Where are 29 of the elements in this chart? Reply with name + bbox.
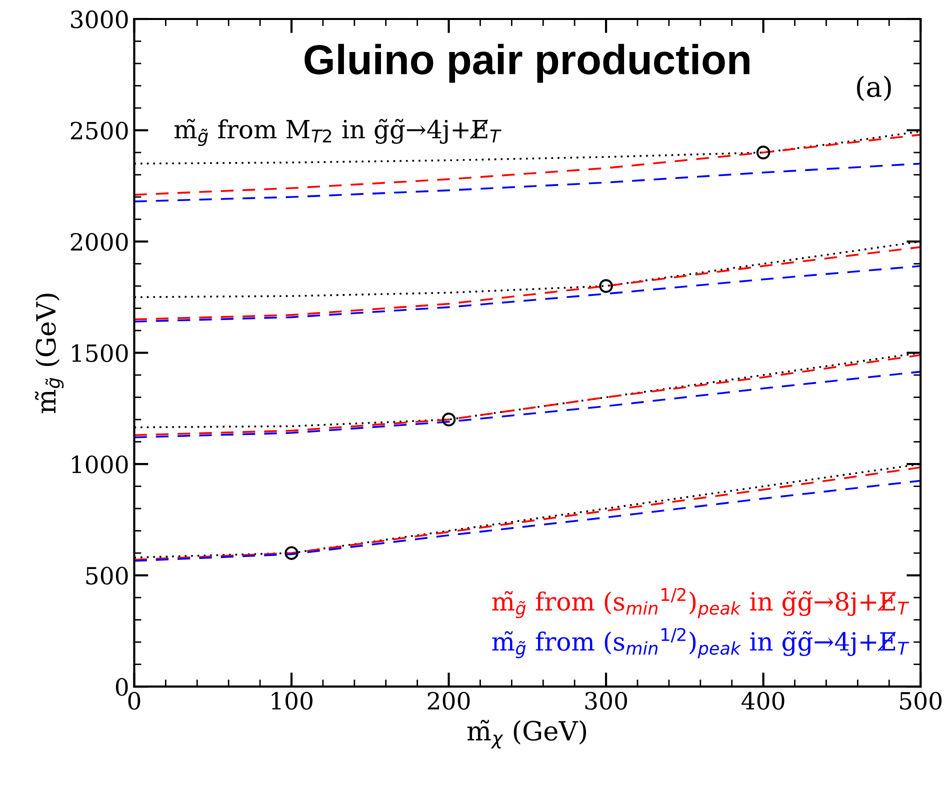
x-tick-label: 100 <box>272 692 312 710</box>
y-tick-label: 500 <box>86 566 128 585</box>
line-series <box>134 162 921 202</box>
x-tick-label: 400 <box>742 692 784 710</box>
line-series <box>134 370 921 438</box>
y-tick-label: 0 <box>116 678 128 696</box>
text: m̃$_{g̃}$ from (s$_{min}$$^{1/2}$)$_{peak}$ in g̃g̃→8j+E̸$_{T}$ <box>492 588 910 618</box>
y-tick-label: 1000 <box>72 456 128 474</box>
x-tick-label: 200 <box>428 692 470 710</box>
series-label: m̃$_{g̃}$ from M$_{T2}$ in g̃g̃→4j+E̸$_{T}$ <box>174 118 502 146</box>
line-series <box>134 480 921 562</box>
line-series <box>134 265 921 323</box>
point <box>284 546 298 560</box>
y-axis-title: m̃$_{g̃}$ (GeV) <box>34 294 64 414</box>
text: Gluino pair production <box>304 44 750 83</box>
x-axis-title: m̃$_{χ}$ (GeV) <box>467 720 586 749</box>
x-tick-label: 0 <box>128 692 140 710</box>
y-tick-label: 1500 <box>72 344 128 362</box>
y-tick-label: 2500 <box>70 122 128 140</box>
y-tick-label: 3000 <box>71 10 128 28</box>
y-tick-label: 2000 <box>70 232 128 251</box>
point <box>599 279 613 293</box>
point <box>442 412 456 426</box>
line-series <box>134 246 921 320</box>
point <box>756 146 770 160</box>
text: m̃$_{g̃}$ from (s$_{min}$$^{1/2}$)$_{peak}$ in g̃g̃→4j+E̸$_{T}$ <box>492 628 910 658</box>
x-tick-label: 500 <box>900 692 942 710</box>
annotation: (a) <box>857 76 891 102</box>
x-tick-label: 300 <box>585 692 628 710</box>
